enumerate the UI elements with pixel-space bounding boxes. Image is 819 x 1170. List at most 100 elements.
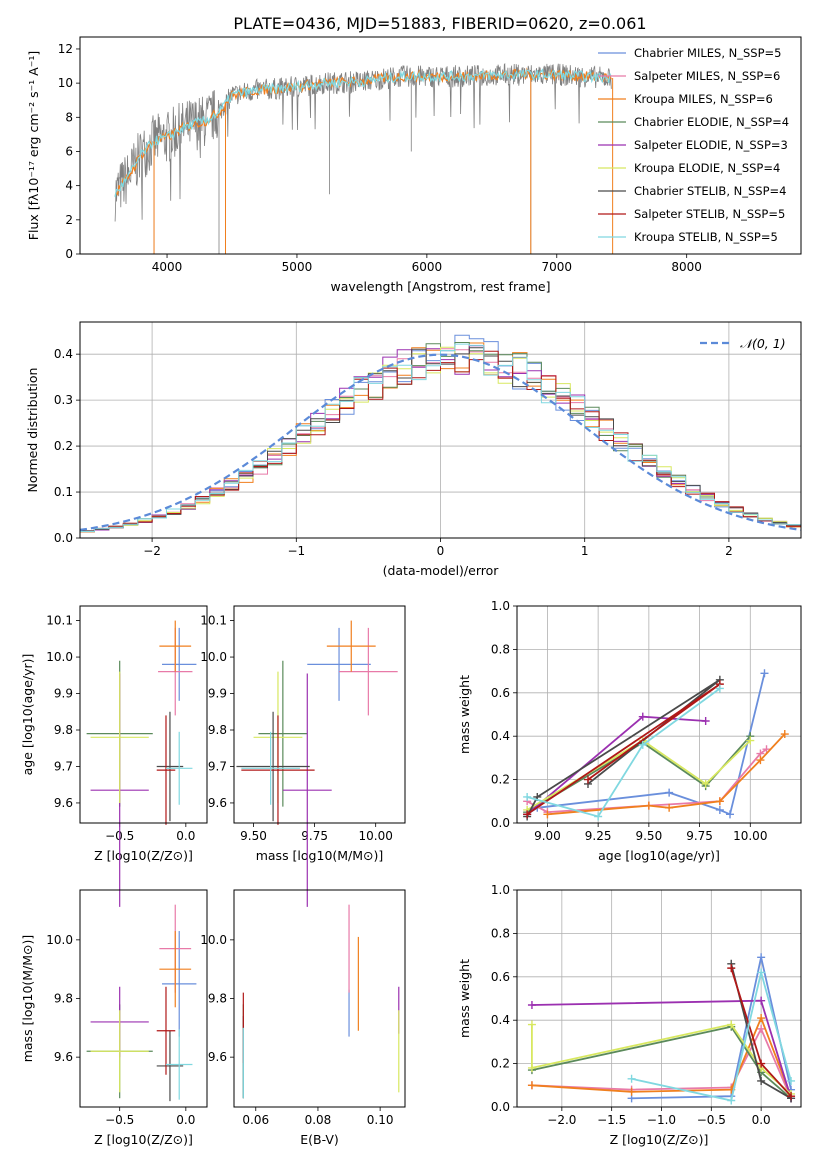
y-tick-label: 12 xyxy=(58,42,73,56)
data-point-marker xyxy=(757,1024,766,1033)
x-axis-label: age [log10(age/yr)] xyxy=(598,848,720,863)
y-tick-label: 9.6 xyxy=(54,796,73,810)
x-tick-label: 10.00 xyxy=(733,829,767,843)
age_vs_mass-axes: 9.50 9.75 10.00 9.6 9.7 9.8 9.9 10.0 10.1 mass [l… xyxy=(200,605,406,907)
y-tick-label: 0 xyxy=(65,247,73,261)
data-point-marker xyxy=(644,801,653,810)
y-tick-label: 4 xyxy=(65,179,73,193)
data-point-marker xyxy=(701,779,710,788)
x-tick-label: 5000 xyxy=(282,260,313,274)
legend-label: Salpeter STELIB, N_SSP=5 xyxy=(634,207,785,221)
axes-frame xyxy=(79,889,208,1108)
y-tick-label: 0.4 xyxy=(491,1013,510,1027)
legend-label: Salpeter ELODIE, N_SSP=3 xyxy=(634,138,788,152)
mass_vs_ebv-axes: 0.06 0.08 0.10 9.6 9.8 10.0 E(B-V) xyxy=(200,889,406,1147)
y-tick-label: 0.8 xyxy=(491,642,510,656)
y-tick-label: 9.9 xyxy=(54,687,73,701)
data-point-marker xyxy=(543,810,552,819)
data-point-marker xyxy=(715,684,724,693)
x-tick-label: 9.25 xyxy=(585,829,612,843)
data-point-marker xyxy=(638,740,647,749)
legend-label: Chabrier ELODIE, N_SSP=4 xyxy=(634,115,789,129)
y-tick-label: 9.8 xyxy=(208,723,227,737)
y-tick-label: 0.4 xyxy=(491,729,510,743)
data-point-marker xyxy=(757,1076,766,1085)
data-point-marker xyxy=(527,1001,536,1010)
data-point-marker xyxy=(594,812,603,821)
age_vs_Z-axes: −0.5 0.09.69.79.89.910.010.1Z [log10(Z/Z⊙… xyxy=(20,605,208,907)
y-tick-label: 1.0 xyxy=(491,883,510,897)
data-point-marker xyxy=(757,996,766,1005)
data-point-marker xyxy=(757,968,766,977)
x-tick-label: 0.10 xyxy=(367,1113,394,1127)
data-point-marker xyxy=(746,736,755,745)
data-point-marker xyxy=(638,712,647,721)
x-tick-label: 0.0 xyxy=(176,1113,195,1127)
y-tick-label: 10.0 xyxy=(200,933,227,947)
x-tick-label: 0.08 xyxy=(305,1113,332,1127)
y-tick-label: 10.0 xyxy=(200,650,227,664)
y-tick-label: 0.1 xyxy=(54,485,73,499)
x-tick-label: −1.0 xyxy=(647,1113,676,1127)
series-line xyxy=(531,1025,792,1099)
x-tick-label: 9.50 xyxy=(635,829,662,843)
x-axis-label: Z [log10(Z/Z⊙)] xyxy=(94,848,193,863)
y-tick-label: 0.2 xyxy=(491,1057,510,1071)
mw_vs_age-axes: 9.00 9.25 9.50 9.75 10.00 0.0 0.2 0.4 0.6 0.8 1.0 a… xyxy=(457,599,802,863)
data-point-marker xyxy=(527,1081,536,1090)
y-tick-label: 0.0 xyxy=(491,816,510,830)
y-tick-label: 10.0 xyxy=(46,650,73,664)
y-tick-label: 6 xyxy=(65,144,73,158)
x-tick-label: 0.06 xyxy=(242,1113,269,1127)
data-point-marker xyxy=(757,1014,766,1023)
legend-label: Chabrier MILES, N_SSP=5 xyxy=(634,46,781,60)
x-tick-label: 0.0 xyxy=(752,1113,771,1127)
data-point-marker xyxy=(760,669,769,678)
data-point-marker xyxy=(756,756,765,765)
x-axis-label: E(B-V) xyxy=(300,1132,339,1147)
x-tick-label: 9.75 xyxy=(686,829,713,843)
x-tick-label: −2.0 xyxy=(547,1113,576,1127)
legend-label: Kroupa MILES, N_SSP=6 xyxy=(634,92,773,106)
x-tick-label: −0.5 xyxy=(105,1113,134,1127)
x-tick-label: 7000 xyxy=(541,260,572,274)
y-tick-label: 2 xyxy=(65,213,73,227)
legend-label: Salpeter MILES, N_SSP=6 xyxy=(634,69,780,83)
x-tick-label: −0.5 xyxy=(697,1113,726,1127)
data-point-marker xyxy=(701,717,710,726)
x-axis-label: Z [log10(Z/Z⊙)] xyxy=(94,1132,193,1147)
legend-label: 𝒩(0, 1) xyxy=(740,336,786,351)
data-point-marker xyxy=(727,964,736,973)
y-tick-label: 0.8 xyxy=(491,926,510,940)
normal-curve xyxy=(79,353,802,531)
y-tick-label: 0.2 xyxy=(491,773,510,787)
y-tick-label: 0.6 xyxy=(491,970,510,984)
x-axis-label: (data-model)/error xyxy=(383,563,500,578)
model-spectrum xyxy=(114,68,612,198)
y-tick-label: 10.1 xyxy=(46,614,73,628)
y-tick-label: 9.7 xyxy=(208,759,227,773)
data-spectrum xyxy=(114,62,612,222)
x-tick-label: 10.00 xyxy=(359,829,393,843)
y-axis-label: mass [log10(M/M⊙)] xyxy=(20,935,35,1063)
y-tick-label: 8 xyxy=(65,110,73,124)
axes-frame xyxy=(233,605,406,824)
y-tick-label: 0.4 xyxy=(54,347,73,361)
data-point-marker xyxy=(726,810,734,819)
series-line xyxy=(631,972,792,1102)
data-point-marker xyxy=(762,745,771,754)
data-point-marker xyxy=(757,953,766,962)
data-point-marker xyxy=(523,810,532,819)
data-point-marker xyxy=(727,1096,736,1105)
x-tick-label: 1 xyxy=(581,544,589,558)
x-tick-label: 0 xyxy=(437,544,445,558)
histogram-kroupa-stelib xyxy=(80,343,801,534)
y-axis-label: age [log10(age/yr)] xyxy=(20,654,35,776)
data-point-marker xyxy=(627,1074,636,1083)
data-point-marker xyxy=(665,788,674,797)
x-axis-label: wavelength [Angstrom, rest frame] xyxy=(330,279,550,294)
legend-label: Kroupa STELIB, N_SSP=5 xyxy=(634,230,778,244)
x-tick-label: −1 xyxy=(287,544,305,558)
series-line xyxy=(547,733,786,816)
